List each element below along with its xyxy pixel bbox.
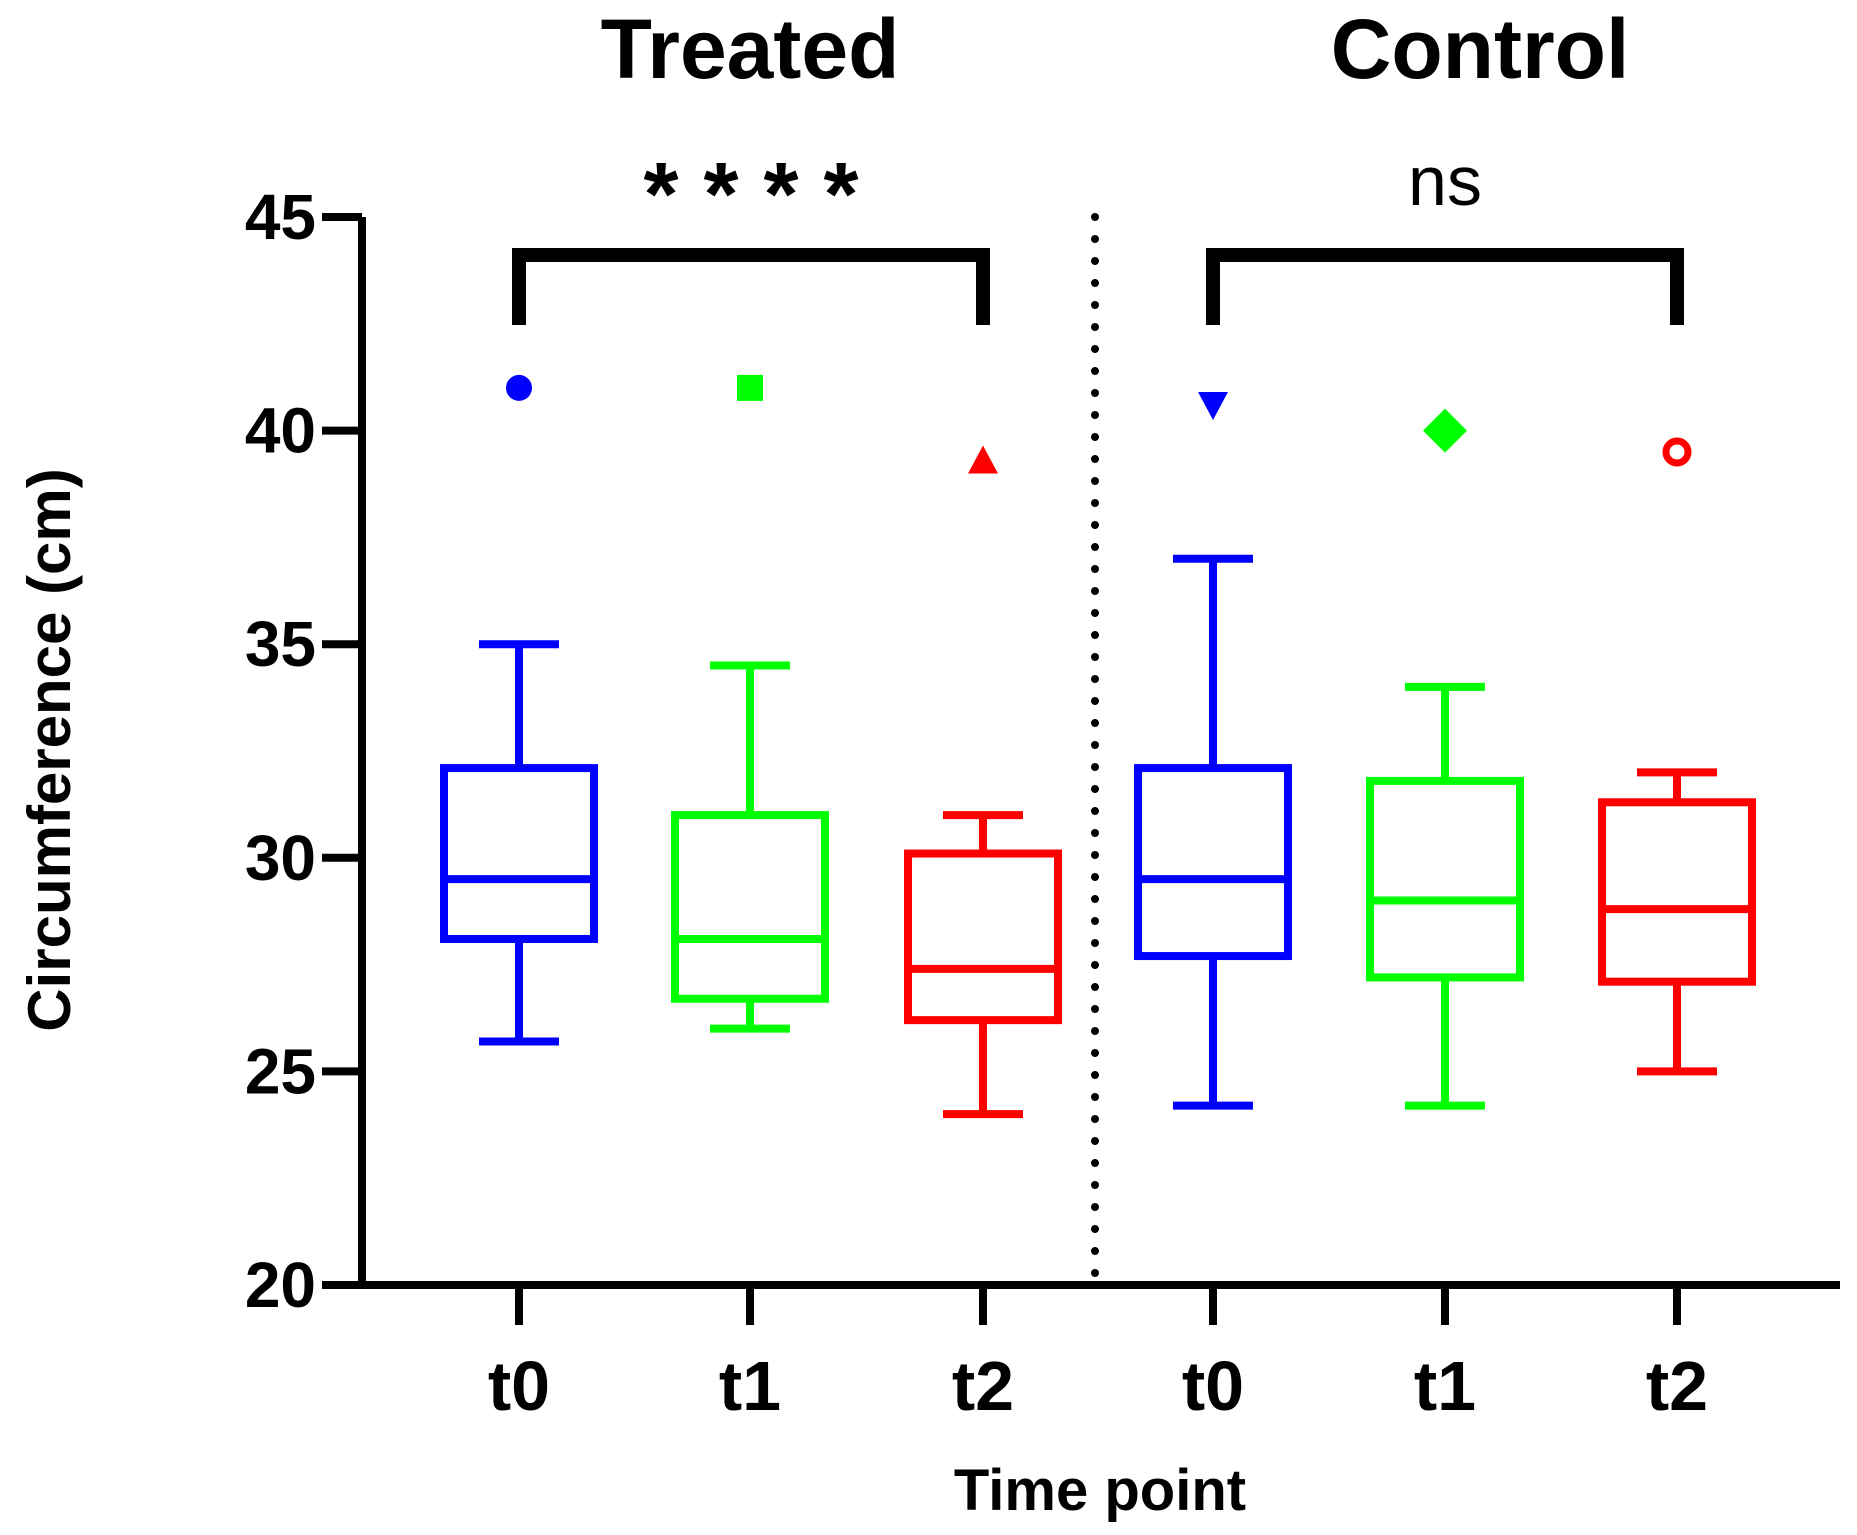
x-tick-label: t0 (1182, 1347, 1244, 1425)
y-tick-label: 45 (245, 181, 316, 253)
box-iqr (440, 764, 598, 943)
box-iqr (1366, 776, 1524, 982)
y-axis-label: Circumference (cm) (16, 468, 83, 1032)
significance-label: * * * * (643, 145, 858, 245)
box-treated-t2 (904, 445, 1062, 1119)
group-title: Treated (601, 2, 900, 96)
x-tick-label: t1 (719, 1347, 781, 1425)
box-control-t0 (1134, 391, 1292, 1110)
box-series (440, 374, 1756, 1119)
outlier-point (737, 374, 763, 401)
box-control-t1 (1366, 408, 1524, 1110)
significance-label: ns (1408, 142, 1482, 220)
x-tick-label: t2 (1646, 1347, 1708, 1425)
outlier-point (1423, 408, 1467, 453)
annotations: Treated * * * * Control ns (512, 2, 1684, 325)
box-iqr (904, 849, 1062, 1025)
box-iqr (671, 811, 829, 1003)
outlier-point (1198, 391, 1228, 420)
box-control-t2 (1598, 437, 1756, 1076)
box-iqr (1598, 798, 1756, 986)
outlier-point (506, 374, 532, 401)
group-title: Control (1331, 2, 1630, 96)
y-tick-label: 30 (245, 822, 316, 894)
significance-bracket (512, 248, 990, 325)
outlier-point (1662, 437, 1692, 467)
y-tick-label: 40 (245, 395, 316, 467)
significance-bracket (1206, 248, 1684, 325)
axes: 20 25 30 35 40 45 t0 t1 t2 t0 t1 t2 (245, 181, 1840, 1425)
x-tick-label: t0 (488, 1347, 550, 1425)
y-tick-label: 35 (245, 608, 316, 680)
box-iqr (1134, 764, 1292, 961)
box-treated-t1 (671, 374, 829, 1033)
x-tick-label: t1 (1414, 1347, 1476, 1425)
box-treated-t0 (440, 374, 598, 1046)
y-tick-label: 20 (245, 1249, 316, 1321)
y-tick-label: 25 (245, 1035, 316, 1107)
x-axis-label: Time point (954, 1458, 1246, 1523)
outlier-point (968, 445, 998, 474)
x-tick-label: t2 (952, 1347, 1014, 1425)
